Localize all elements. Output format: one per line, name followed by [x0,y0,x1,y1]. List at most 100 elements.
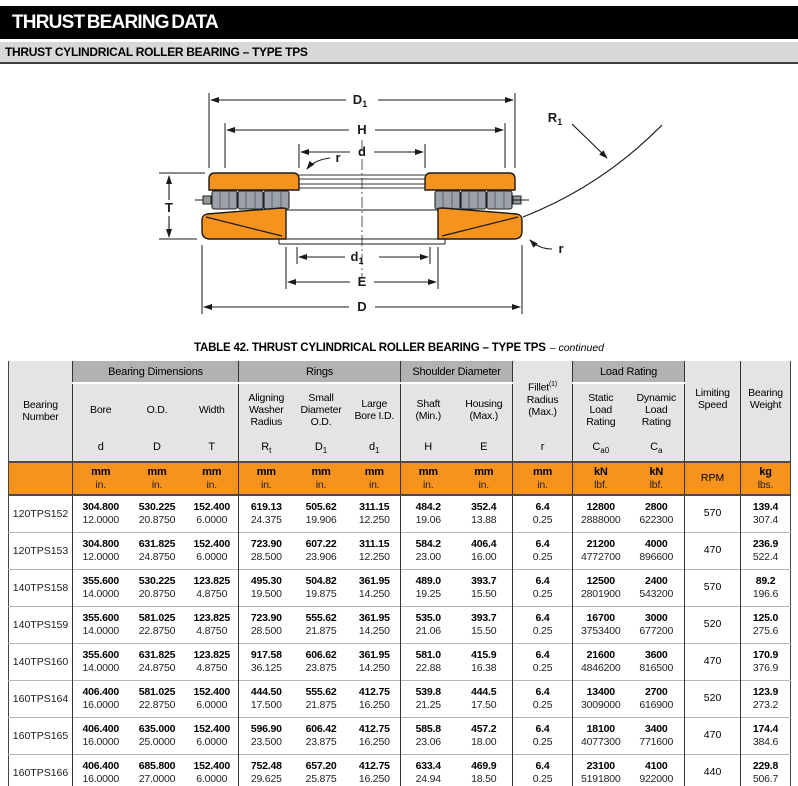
table-row: 160TPS165 406.400 16.0000 635.000 25.0000 152… [8,717,791,754]
symbol-Ca: Ca [628,436,685,462]
value-cell: 13400 3009000 [572,680,629,717]
value-cell: 539.8 21.25 [400,680,456,717]
bearing-number-cell: 160TPS165 [8,717,73,754]
symbol-d1: d1 [348,436,401,462]
page-title-bar: THRUST BEARING DATA [0,6,798,39]
value-cell: 585.8 23.06 [400,717,456,754]
units-cell: mm in. [128,461,186,496]
value-cell: 6.4 0.25 [512,606,573,643]
units-cell: mm in. [72,461,129,496]
value-cell: 484.2 19.06 [400,495,456,532]
table-row: 140TPS158 355.600 14.0000 530.225 20.8750 123… [8,569,791,606]
value-cell: 125.0 275.6 [740,606,791,643]
bearing-number-cell: 160TPS164 [8,680,73,717]
value-cell: 581.025 22.8750 [138,611,176,637]
value-cell: 723.90 28.500 [238,606,294,643]
units-cell-empty [8,461,73,496]
value-cell: 123.825 4.8750 [193,648,231,674]
value-cell: 123.825 4.8750 [193,574,231,600]
symbol-weight-empty [740,436,791,462]
value-cell: 361.95 14.250 [358,611,390,637]
dim-label-D1: D1 [353,92,367,109]
units-cell: mm in. [348,461,401,496]
col-header-large-bore-id: Large Bore I.D. [348,383,401,436]
col-header-housing-max: Housing (Max.) [455,383,513,436]
units-cell: mm in. [293,461,349,496]
col-header-static-load: Static Load Rating [572,383,629,436]
value-cell: 535.0 21.06 [400,606,456,643]
value-cell: 470 [684,643,741,680]
value-cell: 406.400 16.0000 [82,722,120,748]
value-cell: 4100 922000 [639,759,674,785]
dim-label-T: T [165,200,173,215]
symbol-T: T [185,436,239,462]
dim-label-E: E [358,274,367,289]
bearing-number-cell: 120TPS152 [8,495,73,532]
col-header-fillet-radius: Fillet(1) Radius (Max.) [512,361,574,436]
dim-label-D: D [357,299,366,314]
value-cell: 723.90 28.500 [238,532,294,569]
value-cell: 530.225 20.8750 [138,574,176,600]
value-cell: 139.4 307.4 [740,495,791,532]
value-cell: 393.7 15.50 [471,611,497,637]
bearing-number-cell: 140TPS160 [8,643,73,680]
col-header-limiting-speed: Limiting Speed [684,361,742,436]
value-cell: 3000 677200 [639,611,674,637]
value-cell: 555.62 21.875 [305,685,337,711]
value-cell: 304.800 12.0000 [82,500,120,526]
value-cell: 570 [684,569,741,606]
value-cell: 12500 2801900 [572,569,629,606]
value-cell: 3600 816500 [639,648,674,674]
value-cell: 520 [684,606,741,643]
value-cell: 6.4 0.25 [512,754,573,786]
value-cell: 504.82 19.875 [305,574,337,600]
value-cell: 685.800 27.0000 [138,759,176,785]
value-cell: 635.000 25.0000 [138,722,176,748]
roller-set [195,190,529,210]
dim-label-d: d [358,144,366,159]
symbol-speed-empty [684,436,742,462]
value-cell: 2700 616900 [639,685,674,711]
symbol-E: E [455,436,513,462]
value-cell: 415.9 16.38 [471,648,497,674]
lower-washer [201,207,523,245]
value-cell: 170.9 376.9 [740,643,791,680]
value-cell: 152.400 6.0000 [193,759,231,785]
value-cell: 489.0 19.25 [400,569,456,606]
value-cell: 606.42 23.875 [305,722,337,748]
value-cell: 6.4 0.25 [512,680,573,717]
value-cell: 152.400 6.0000 [193,722,231,748]
col-header-bearing-number: Bearing Number [8,361,73,462]
value-cell: 355.600 14.0000 [82,611,120,637]
dim-label-r-top: r [335,150,340,165]
value-cell: 152.400 6.0000 [193,537,231,563]
bearing-number-cell: 120TPS153 [8,532,73,569]
value-cell: 89.2 196.6 [740,569,791,606]
dim-label-R1: R1 [548,110,562,127]
value-cell: 440 [684,754,741,786]
symbol-r: r [512,436,574,462]
units-cell: mm in. [455,461,513,496]
value-cell: 584.2 23.00 [400,532,456,569]
table-caption-text: TABLE 42. THRUST CYLINDRICAL ROLLER BEAR… [194,342,546,354]
value-cell: 23100 5191800 [572,754,629,786]
value-cell: 406.400 16.0000 [82,759,120,785]
value-cell: 2800 622300 [639,500,674,526]
value-cell: 570 [684,495,741,532]
value-cell: 633.4 24.94 [400,754,456,786]
value-cell: 3400 771600 [639,722,674,748]
value-cell: 457.2 18.00 [471,722,497,748]
value-cell: 152.400 6.0000 [193,685,231,711]
col-header-bearing-weight: Bearing Weight [740,361,791,436]
value-cell: 619.13 24.375 [238,495,294,532]
value-cell: 657.20 25.875 [305,759,337,785]
units-cell: kN lbf. [572,461,629,496]
upper-washer [208,172,516,191]
bearing-data-table: Bearing Number Bearing Dimensions Rings … [8,361,792,786]
extension-lines [159,93,523,314]
page-title: THRUST BEARING DATA [12,11,219,33]
table-row: 160TPS164 406.400 16.0000 581.025 22.8750 152… [8,680,791,717]
value-cell: 123.9 273.2 [740,680,791,717]
table-row: 140TPS159 355.600 14.0000 581.025 22.8750 123… [8,606,791,643]
